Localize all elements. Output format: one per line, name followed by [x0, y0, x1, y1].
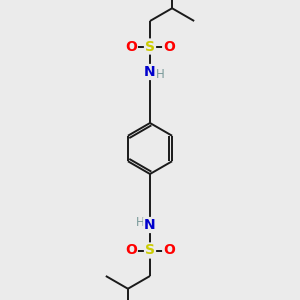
Text: S: S: [145, 40, 155, 53]
Text: H: H: [155, 68, 164, 81]
Text: O: O: [163, 244, 175, 257]
Text: N: N: [144, 65, 156, 79]
Text: O: O: [163, 40, 175, 53]
Text: H: H: [136, 216, 145, 229]
Text: O: O: [125, 244, 137, 257]
Text: N: N: [144, 218, 156, 232]
Text: S: S: [145, 244, 155, 257]
Text: O: O: [125, 40, 137, 53]
